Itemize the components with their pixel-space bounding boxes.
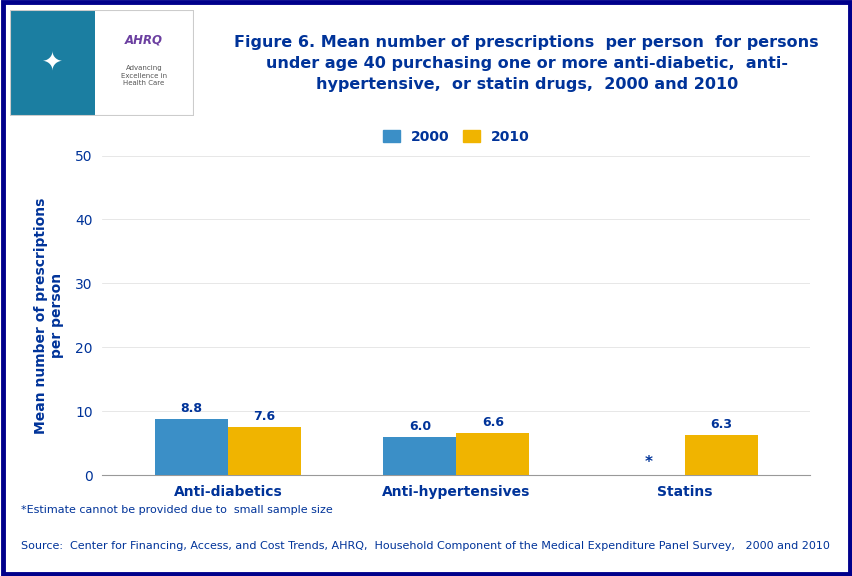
Bar bbox=[227, 427, 301, 475]
Bar bbox=[456, 433, 529, 475]
Text: 7.6: 7.6 bbox=[253, 410, 275, 423]
Text: 6.6: 6.6 bbox=[481, 416, 504, 429]
Bar bbox=[684, 435, 757, 475]
Bar bbox=[155, 419, 227, 475]
Text: ✦: ✦ bbox=[42, 51, 63, 75]
Legend: 2000, 2010: 2000, 2010 bbox=[377, 124, 535, 149]
Text: 6.0: 6.0 bbox=[408, 420, 430, 433]
Text: Figure 6. Mean number of prescriptions  per person  for persons
under age 40 pur: Figure 6. Mean number of prescriptions p… bbox=[234, 35, 818, 92]
Bar bbox=[95, 10, 193, 116]
Y-axis label: Mean number of prescriptions
per person: Mean number of prescriptions per person bbox=[34, 197, 64, 434]
Text: 8.8: 8.8 bbox=[181, 402, 202, 415]
Text: Advancing
Excellence in
Health Care: Advancing Excellence in Health Care bbox=[121, 65, 167, 86]
Bar bbox=[383, 437, 456, 475]
Bar bbox=[10, 10, 95, 116]
Text: *: * bbox=[643, 455, 652, 470]
Text: AHRQ: AHRQ bbox=[125, 33, 163, 46]
Text: Source:  Center for Financing, Access, and Cost Trends, AHRQ,  Household Compone: Source: Center for Financing, Access, an… bbox=[21, 541, 829, 551]
Text: 6.3: 6.3 bbox=[710, 418, 731, 431]
Text: *Estimate cannot be provided due to  small sample size: *Estimate cannot be provided due to smal… bbox=[21, 505, 332, 514]
